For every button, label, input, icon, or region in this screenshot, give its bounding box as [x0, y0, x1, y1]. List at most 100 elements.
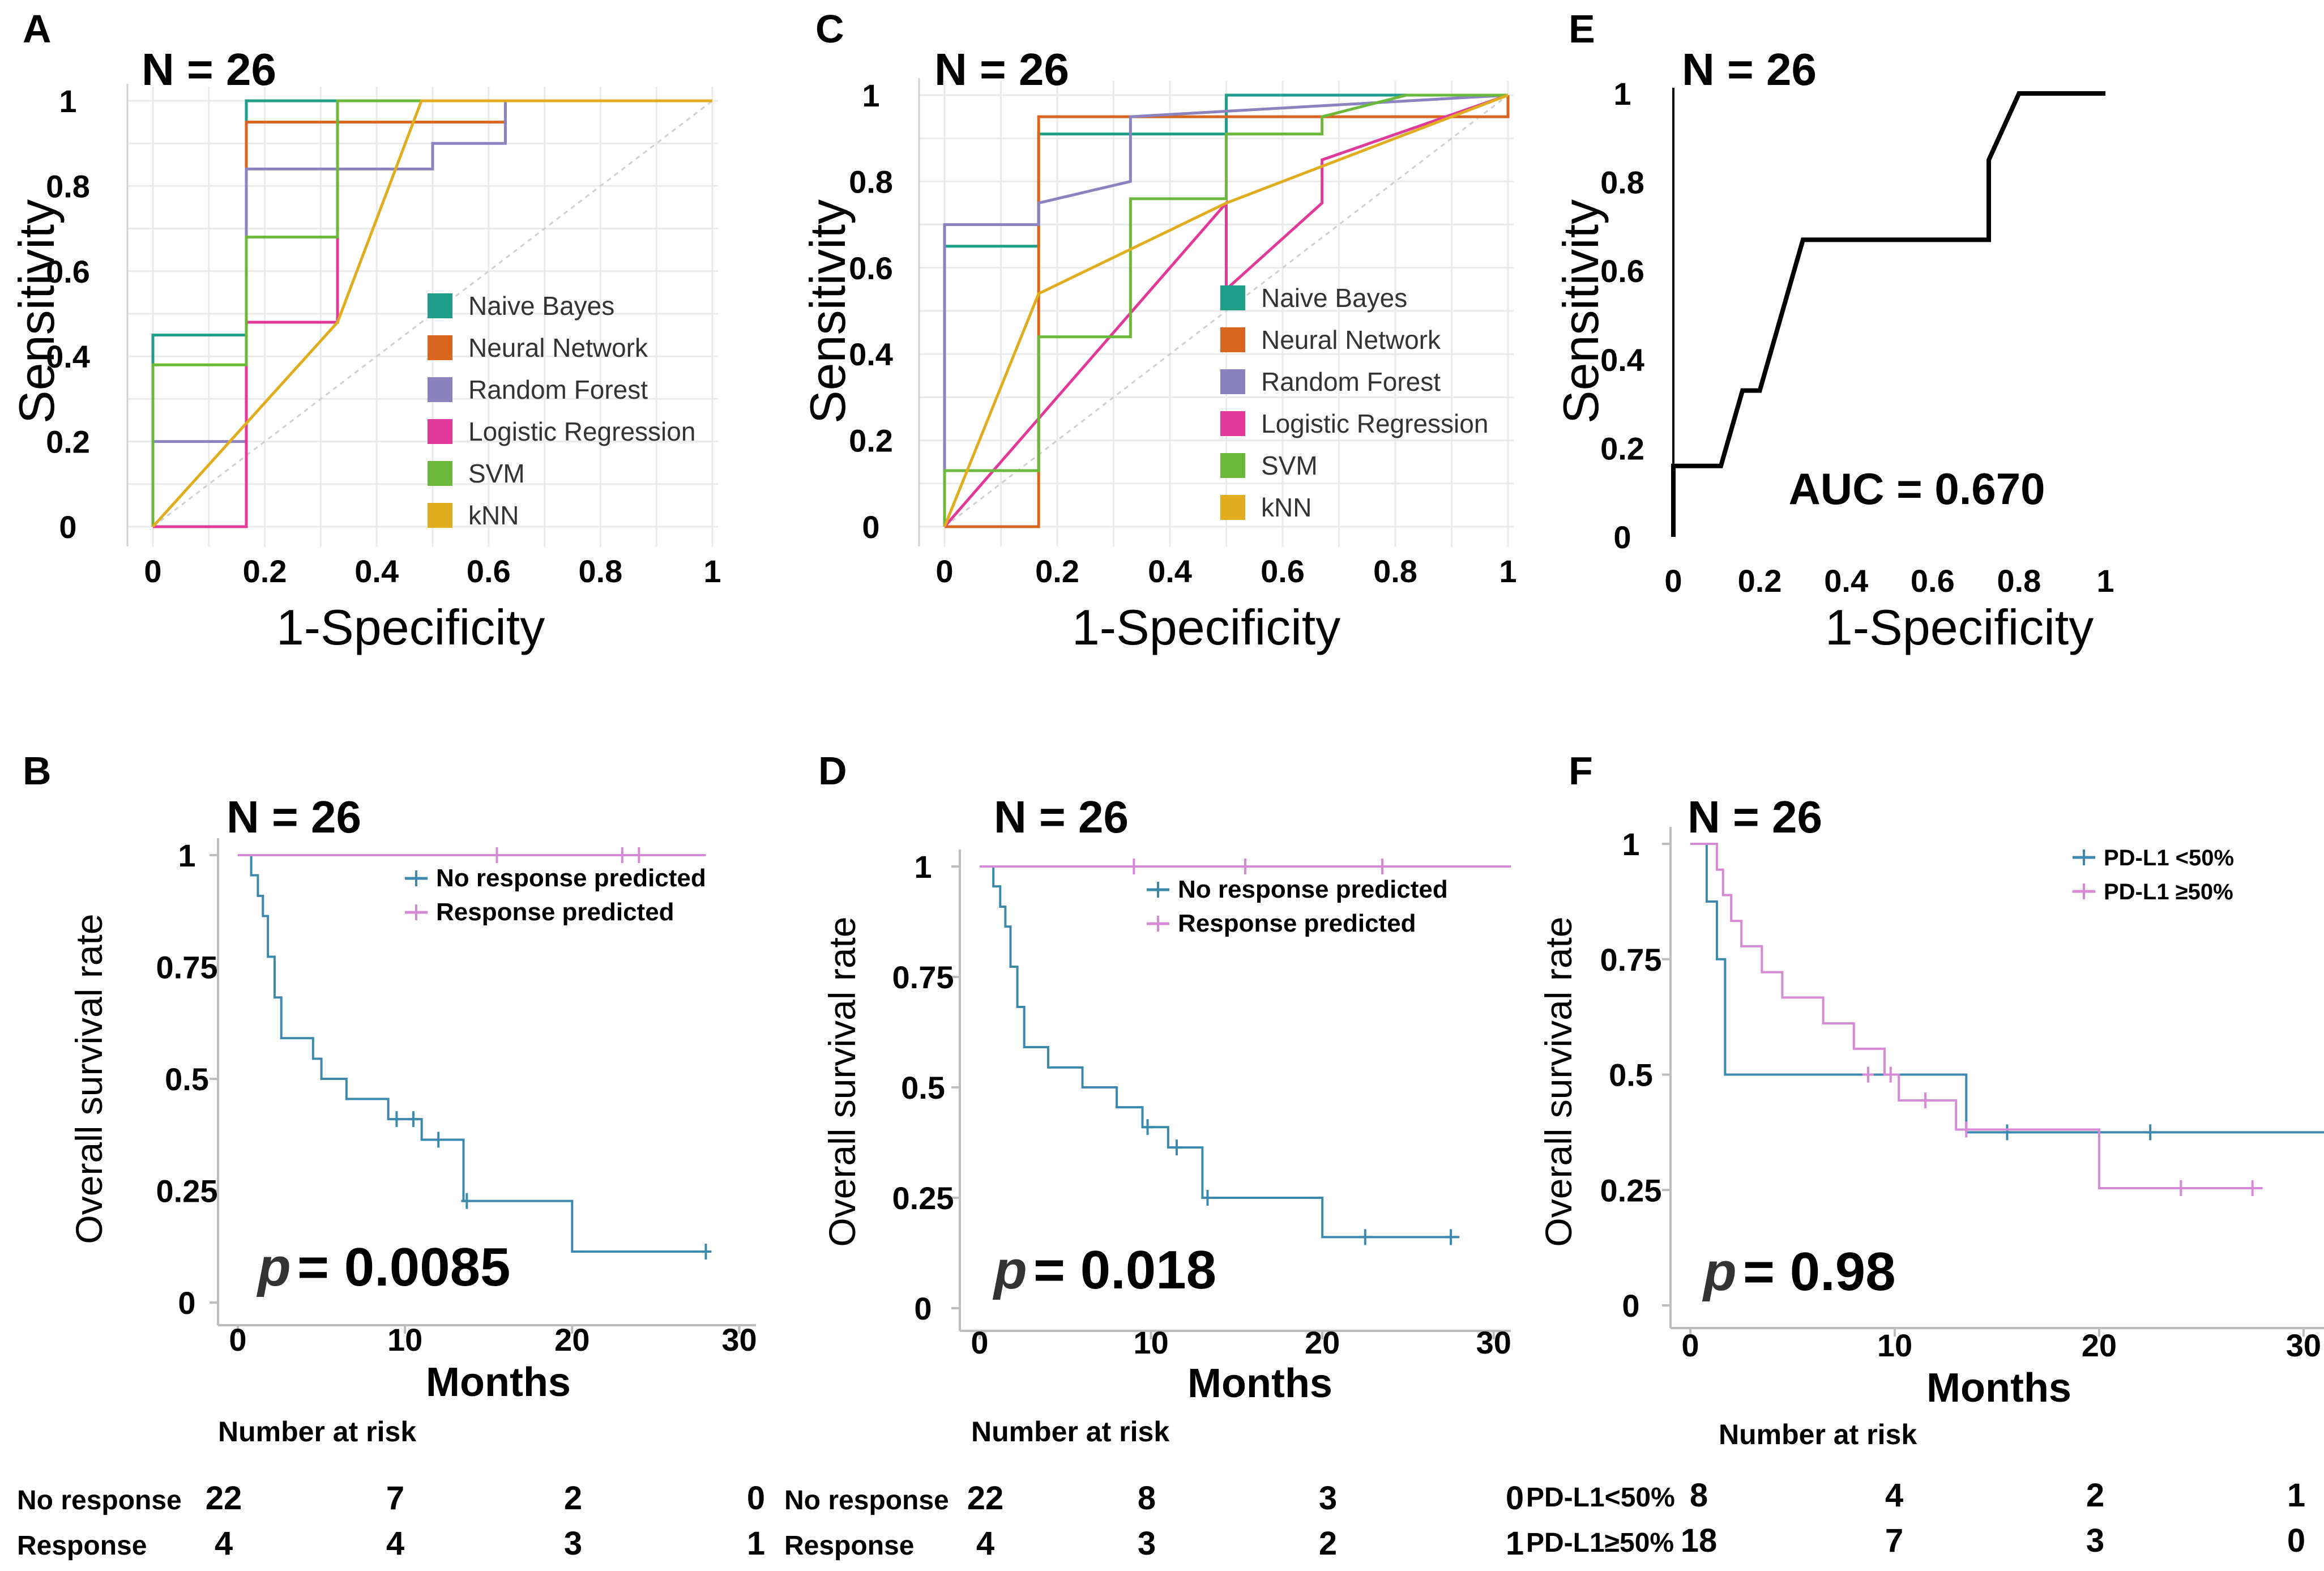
y-tick-label: 0.4 — [1600, 342, 1644, 378]
p-value-symbol: p — [1702, 1241, 1737, 1302]
x-tick-label: 1 — [2096, 563, 2114, 599]
x-tick-label: 1 — [1499, 553, 1516, 589]
risk-count: 2 — [1319, 1525, 1337, 1562]
y-tick-label: 0.75 — [892, 959, 954, 995]
x-tick-label: 1 — [703, 553, 721, 589]
p-value: = 0.0085 — [297, 1237, 510, 1297]
x-tick-label: 10 — [387, 1322, 422, 1357]
p-value-symbol: p — [256, 1237, 291, 1297]
x-tick-label: 0 — [1664, 563, 1682, 599]
risk-row-label: Response — [17, 1531, 147, 1561]
legend-swatch — [1220, 369, 1245, 394]
risk-count: 3 — [2086, 1522, 2104, 1559]
n-label: N = 26 — [994, 792, 1129, 842]
x-tick-label: 0 — [935, 553, 953, 589]
roc-curve-knn — [943, 93, 1509, 527]
km-curve-no-response-predicted — [980, 865, 1460, 1239]
y-tick-label: 1 — [914, 849, 932, 885]
risk-row-label: Response — [784, 1531, 914, 1561]
x-tick-label: 30 — [1476, 1325, 1511, 1360]
y-tick-label: 0.8 — [46, 168, 90, 204]
x-axis-title: Months — [426, 1360, 571, 1405]
x-tick-label: 20 — [1305, 1325, 1340, 1360]
p-value: = 0.018 — [1033, 1240, 1216, 1300]
y-axis-title: Sensitivity — [8, 199, 65, 424]
legend-label: Response predicted — [1178, 910, 1416, 937]
risk-count: 0 — [747, 1480, 765, 1517]
n-label: N = 26 — [227, 792, 361, 842]
x-tick-label: 0 — [229, 1322, 246, 1357]
legend-label: Response predicted — [436, 898, 674, 926]
legend-swatch — [1220, 327, 1245, 352]
y-tick-label: 1 — [862, 78, 879, 113]
x-axis-title: 1-Specificity — [1825, 599, 2094, 655]
x-tick-label: 30 — [2286, 1327, 2321, 1363]
n-label: N = 26 — [1682, 44, 1817, 95]
legend-label: No response predicted — [436, 864, 706, 892]
legend-label: Naive Bayes — [1261, 283, 1407, 313]
roc-curve-knn — [152, 99, 712, 528]
x-tick-label: 0.2 — [243, 553, 287, 589]
legend-label: kNN — [468, 501, 519, 530]
y-tick-label: 0.25 — [1600, 1172, 1662, 1208]
risk-count: 8 — [1690, 1477, 1708, 1514]
y-tick-label: 1 — [1622, 826, 1639, 862]
x-tick-label: 0.4 — [1148, 553, 1192, 589]
n-label: N = 26 — [934, 44, 1069, 95]
x-tick-label: 0.2 — [1738, 563, 1782, 599]
panel-label: D — [818, 749, 847, 793]
x-tick-label: 0.8 — [1373, 553, 1417, 589]
panel-label: B — [23, 749, 52, 793]
y-tick-label: 0.4 — [849, 336, 893, 372]
risk-row-label: No response — [17, 1485, 182, 1515]
x-tick-label: 0 — [144, 553, 161, 589]
x-tick-label: 0.6 — [1261, 553, 1305, 589]
x-tick-label: 20 — [554, 1322, 589, 1357]
x-tick-label: 0.2 — [1035, 553, 1079, 589]
y-tick-label: 0 — [1613, 519, 1631, 555]
roc-curve-logistic-regression — [943, 93, 1509, 528]
legend-label: Random Forest — [1261, 367, 1441, 396]
risk-count: 3 — [1138, 1525, 1156, 1562]
y-axis-title: Sensitivity — [1553, 199, 1609, 424]
y-tick-label: 0.5 — [901, 1070, 945, 1105]
x-tick-label: 10 — [1877, 1327, 1912, 1363]
x-tick-label: 0 — [1681, 1327, 1699, 1363]
risk-row-label: PD-L1<50% — [1526, 1483, 1675, 1513]
y-tick-label: 1 — [1613, 76, 1631, 112]
y-tick-label: 0 — [178, 1285, 195, 1321]
y-tick-label: 0.6 — [46, 254, 90, 289]
y-tick-label: 0.25 — [156, 1173, 218, 1209]
risk-count: 22 — [967, 1480, 1004, 1517]
risk-count: 3 — [564, 1525, 582, 1562]
legend-label: Neural Network — [468, 333, 648, 362]
legend-swatch — [428, 335, 452, 360]
x-tick-label: 0.6 — [1911, 563, 1955, 599]
n-label: N = 26 — [1688, 792, 1822, 842]
y-tick-label: 0.6 — [849, 250, 893, 286]
y-tick-label: 0.5 — [1609, 1057, 1653, 1093]
auc-annotation: AUC = 0.670 — [1788, 464, 2045, 514]
risk-table-title: Number at risk — [1719, 1419, 1917, 1450]
legend-label: SVM — [468, 459, 525, 488]
y-tick-label: 0.8 — [1600, 165, 1644, 200]
risk-row-label: No response — [784, 1485, 949, 1515]
roc-curve-neural-network — [945, 95, 1510, 528]
km-curve-pd-l1-50- — [1690, 843, 2324, 1134]
x-tick-label: 30 — [721, 1322, 757, 1357]
risk-count: 3 — [1319, 1480, 1337, 1517]
legend-label: Neural Network — [1261, 325, 1441, 355]
risk-count: 2 — [564, 1480, 582, 1517]
legend-label: PD-L1 <50% — [2104, 846, 2234, 870]
legend-swatch — [428, 377, 452, 402]
roc-curve-svm — [151, 99, 712, 527]
legend-label: No response predicted — [1178, 876, 1448, 903]
legend-swatch — [428, 503, 452, 528]
panel-label: E — [1569, 7, 1595, 51]
y-tick-label: 0.2 — [46, 424, 90, 460]
legend-label: PD-L1 ≥50% — [2104, 880, 2233, 904]
legend-swatch — [1220, 453, 1245, 478]
risk-count: 2 — [2086, 1477, 2104, 1514]
